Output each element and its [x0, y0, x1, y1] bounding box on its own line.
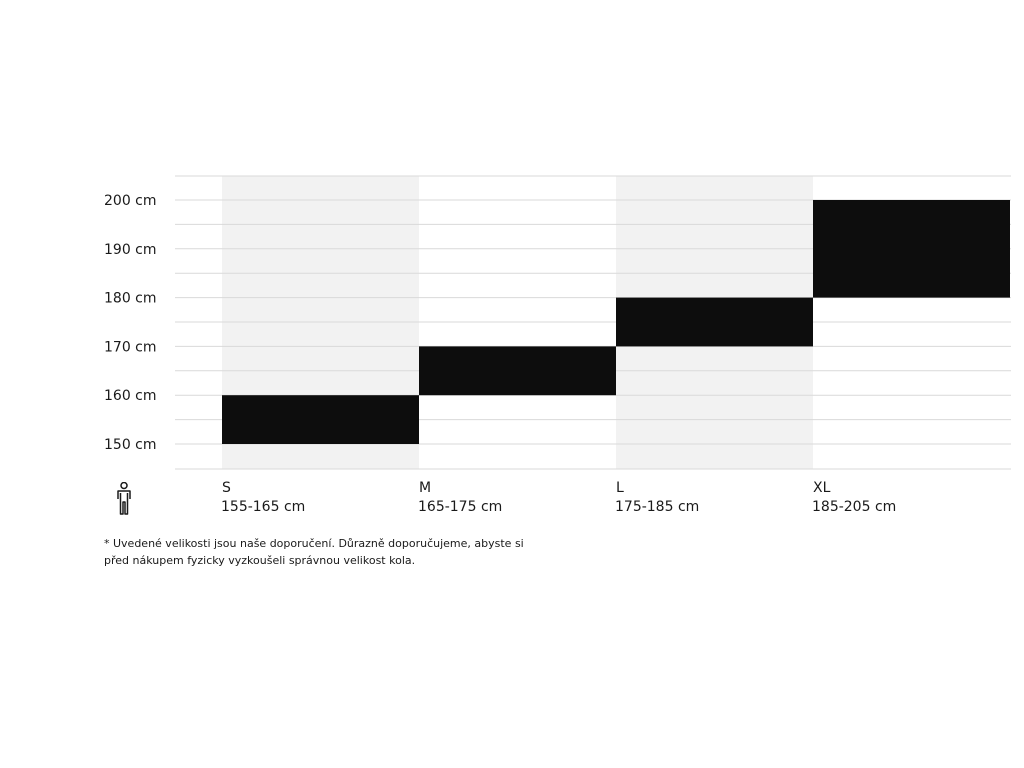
- ytick-label: 160 cm: [104, 388, 157, 404]
- footnote-line-1: * Uvedené velikosti jsou naše doporučení…: [104, 537, 524, 550]
- size-range-xl: 185-205 cm: [812, 499, 897, 515]
- footnote-line-2: před nákupem fyzicky vyzkoušeli správnou…: [104, 554, 416, 567]
- size-label-s: S: [222, 480, 231, 496]
- size-range-l: 175-185 cm: [615, 499, 700, 515]
- size-range-m: 165-175 cm: [418, 499, 503, 515]
- ytick-label: 200 cm: [104, 193, 157, 209]
- size-label-m: M: [419, 480, 432, 496]
- footnote: * Uvedené velikosti jsou naše doporučení…: [104, 535, 564, 569]
- ytick-label: 180 cm: [104, 291, 157, 307]
- bar-l: [616, 297, 813, 347]
- ytick-label: 190 cm: [104, 242, 157, 258]
- size-chart: 200 cm 190 cm 180 cm 170 cm 160 cm 150 cm: [104, 175, 1011, 470]
- size-label-xl: XL: [813, 480, 831, 496]
- ytick-label: 150 cm: [104, 437, 157, 453]
- size-range-s: 155-165 cm: [221, 499, 306, 515]
- person-icon: [117, 482, 131, 515]
- bar-xl: [813, 200, 1010, 298]
- size-label-l: L: [616, 480, 624, 496]
- bar-s: [222, 395, 419, 444]
- ytick-label: 170 cm: [104, 339, 157, 355]
- bar-m: [419, 346, 616, 396]
